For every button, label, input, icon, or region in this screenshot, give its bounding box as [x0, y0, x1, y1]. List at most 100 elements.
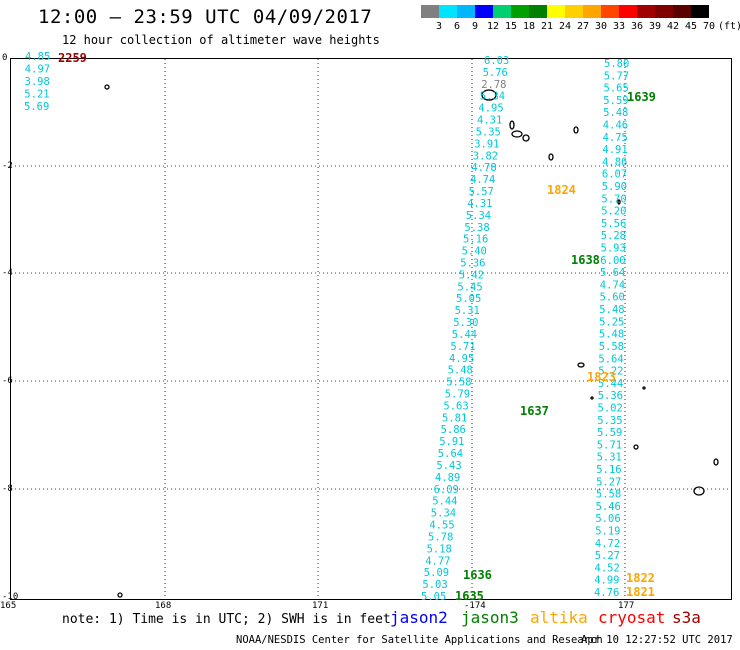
wave-height-value: 5.63: [443, 400, 468, 412]
wave-height-value: 4.55: [429, 520, 454, 532]
islands: [104, 84, 719, 598]
pass-time-label: 1638: [571, 253, 600, 267]
pass-time-label: 1822: [626, 571, 655, 585]
color-scale: [421, 5, 709, 18]
wave-height-value: 5.34: [431, 508, 456, 520]
scale-swatch: [565, 5, 583, 18]
wave-height-value: 5.58: [446, 377, 471, 389]
scale-label: 18: [522, 21, 536, 32]
wave-height-value: 5.48: [599, 329, 624, 341]
satellite-jason3: jason3: [461, 608, 519, 627]
wave-height-value: 5.19: [595, 526, 620, 538]
wave-height-value: 5.25: [599, 316, 624, 328]
wave-height-value: 5.34: [466, 210, 491, 222]
lon-label: 171: [312, 601, 329, 611]
wave-height-value: 5.64: [600, 267, 625, 279]
wave-height-value: 3.98: [25, 76, 50, 88]
wave-height-value: 5.20: [601, 206, 626, 218]
satellite-jason2: jason2: [390, 608, 448, 627]
scale-label: 39: [648, 21, 662, 32]
satellite-s3a: s3a: [672, 608, 701, 627]
wave-height-value: 5.36: [598, 390, 623, 402]
wave-height-value: 5.46: [596, 501, 621, 513]
wave-height-value: 5.05: [421, 591, 446, 603]
scale-swatch: [583, 5, 601, 18]
scale-label: 3: [435, 21, 443, 32]
wave-height-value: 5.48: [448, 365, 473, 377]
wave-height-value: 5.78: [428, 531, 453, 543]
island-outline: [509, 120, 515, 130]
wave-height-value: 4.78: [471, 162, 496, 174]
scale-label: 6: [453, 21, 461, 32]
map-grid: [11, 59, 731, 599]
wave-height-value: 5.59: [597, 427, 622, 439]
scale-swatch: [619, 5, 637, 18]
wave-height-value: 5.35: [476, 127, 501, 139]
wave-height-value: 5.16: [596, 464, 621, 476]
lon-label: 168: [155, 601, 172, 611]
wave-height-value: 5.44: [598, 378, 623, 390]
pass-time-label: 1639: [627, 90, 656, 104]
wave-height-value: 5.38: [464, 222, 489, 234]
wave-height-value: 4.97: [25, 64, 50, 76]
wave-height-value: 5.22: [598, 366, 623, 378]
wave-height-value: 5.43: [436, 460, 461, 472]
wave-height-value: 5.77: [604, 70, 629, 82]
wave-height-value: 6.00: [600, 255, 625, 267]
scale-swatch: [475, 5, 493, 18]
footer-note: note: 1) Time is in UTC; 2) SWH is in fe…: [62, 612, 391, 627]
wave-height-value: 4.76: [594, 587, 619, 599]
wave-height-value: 5.21: [24, 89, 49, 101]
wave-height-value: 5.31: [455, 305, 480, 317]
scale-swatch: [529, 5, 547, 18]
wave-height-value: 5.79: [445, 389, 470, 401]
wave-height-value: 4.77: [425, 555, 450, 567]
wave-height-value: 6.09: [434, 484, 459, 496]
altimeter-tracks: 6.035.762.785.344.954.315.353.913.824.78…: [24, 51, 629, 603]
wave-height-value: 4.95: [478, 103, 503, 115]
scale-swatch: [637, 5, 655, 18]
lon-label: 177: [618, 601, 635, 611]
scale-label: 30: [594, 21, 608, 32]
wave-height-value: 3.91: [474, 138, 499, 150]
wave-height-value: 4.99: [594, 575, 619, 587]
lon-label: 165: [0, 601, 17, 611]
wave-height-value: 5.05: [456, 293, 481, 305]
wave-height-value: 5.93: [601, 243, 626, 255]
scale-label: 36: [630, 21, 644, 32]
scale-label: 12: [486, 21, 500, 32]
pass-time-label: 2259: [58, 51, 87, 65]
wave-height-value: 5.09: [424, 567, 449, 579]
lat-label: -4: [2, 268, 13, 278]
wave-height-value: 5.80: [604, 58, 629, 70]
page-title: 12:00 – 23:59 UTC 04/09/2017: [38, 6, 373, 28]
lat-label: -6: [2, 376, 13, 386]
wave-height-value: 5.64: [598, 353, 623, 365]
wave-height-value: 4.75: [603, 132, 628, 144]
pass-time-label: 1636: [463, 568, 492, 582]
wave-height-value: 6.03: [484, 55, 509, 67]
wave-height-value: 6.07: [602, 169, 627, 181]
wave-height-value: 5.48: [603, 107, 628, 119]
island-outline: [617, 199, 621, 205]
lat-label: -8: [2, 484, 13, 494]
island-outline: [117, 592, 123, 598]
scale-swatch: [673, 5, 691, 18]
wave-height-value: 5.70: [601, 193, 626, 205]
wave-height-value: 5.30: [453, 317, 478, 329]
wave-height-value: 5.48: [599, 304, 624, 316]
scale-swatch: [421, 5, 439, 18]
wave-height-value: 4.95: [449, 353, 474, 365]
scale-swatch: [439, 5, 457, 18]
wave-height-value: 5.71: [450, 341, 475, 353]
scale-label: 21: [540, 21, 554, 32]
wave-height-value: 4.89: [435, 472, 460, 484]
lat-label: -10: [2, 592, 19, 602]
scale-swatch: [547, 5, 565, 18]
wave-height-value: 4.52: [595, 562, 620, 574]
wave-height-value: 5.69: [24, 101, 49, 113]
island-outline: [573, 126, 579, 134]
island-outline: [481, 89, 497, 101]
